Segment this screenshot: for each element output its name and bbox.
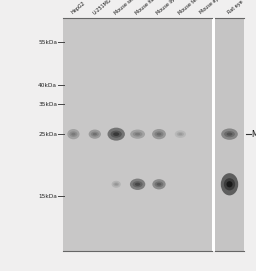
- Text: Rat eye: Rat eye: [226, 0, 244, 15]
- Ellipse shape: [113, 132, 119, 136]
- Ellipse shape: [152, 179, 166, 189]
- Bar: [215, 18, 244, 251]
- Ellipse shape: [221, 128, 238, 140]
- Ellipse shape: [113, 182, 119, 186]
- Ellipse shape: [224, 178, 235, 191]
- Text: Mouse eye: Mouse eye: [199, 0, 222, 15]
- Text: 55kDa: 55kDa: [38, 40, 57, 44]
- Ellipse shape: [93, 133, 97, 136]
- Ellipse shape: [178, 133, 182, 135]
- Bar: [63, 18, 244, 251]
- Ellipse shape: [135, 133, 140, 136]
- Ellipse shape: [227, 133, 232, 136]
- Ellipse shape: [135, 183, 140, 186]
- Ellipse shape: [67, 129, 80, 139]
- Ellipse shape: [155, 131, 164, 137]
- Text: 35kDa: 35kDa: [38, 102, 57, 107]
- Text: Mouse skeletal muscle: Mouse skeletal muscle: [113, 0, 159, 15]
- Text: U-251MG: U-251MG: [92, 0, 112, 15]
- Ellipse shape: [133, 181, 143, 188]
- Ellipse shape: [130, 130, 145, 139]
- Ellipse shape: [157, 133, 162, 136]
- Ellipse shape: [157, 183, 161, 186]
- Text: Mouse liver: Mouse liver: [156, 0, 180, 15]
- Ellipse shape: [71, 133, 76, 136]
- Text: Mouse testis: Mouse testis: [177, 0, 204, 15]
- Ellipse shape: [115, 183, 118, 185]
- Ellipse shape: [130, 179, 145, 190]
- Ellipse shape: [89, 130, 101, 139]
- Ellipse shape: [155, 182, 163, 187]
- Ellipse shape: [112, 181, 121, 188]
- Ellipse shape: [175, 130, 186, 138]
- Text: Mouse heart: Mouse heart: [134, 0, 161, 15]
- Ellipse shape: [177, 132, 184, 136]
- Ellipse shape: [69, 131, 77, 137]
- Text: 40kDa: 40kDa: [38, 83, 57, 88]
- Text: HepG2: HepG2: [70, 1, 86, 15]
- Ellipse shape: [111, 131, 122, 138]
- Text: MIP: MIP: [252, 130, 256, 139]
- Ellipse shape: [224, 131, 235, 137]
- Ellipse shape: [91, 132, 99, 137]
- Ellipse shape: [227, 181, 232, 187]
- Text: 15kDa: 15kDa: [38, 194, 57, 199]
- Text: 25kDa: 25kDa: [38, 132, 57, 137]
- Bar: [212, 18, 215, 251]
- Ellipse shape: [221, 173, 238, 195]
- Ellipse shape: [133, 132, 142, 137]
- Ellipse shape: [152, 129, 166, 139]
- Ellipse shape: [108, 128, 125, 141]
